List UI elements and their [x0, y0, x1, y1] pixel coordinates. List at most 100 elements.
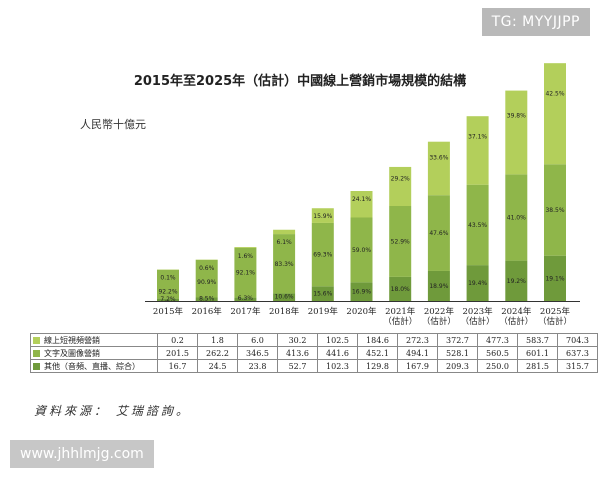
series-name: 其他（音頻、直播、綜合） [44, 361, 140, 371]
x-tick-label: 2016年 [192, 306, 223, 317]
bar-segment [195, 259, 218, 298]
x-tick-label: （估計） [461, 316, 495, 327]
table-cell: 601.1 [517, 346, 558, 360]
bar-segment [505, 174, 528, 261]
x-tick-label: 2017年 [230, 306, 261, 317]
bar-segment [234, 297, 257, 301]
percent-label: 7.2% [160, 296, 176, 303]
table-cell: 250.0 [477, 359, 518, 373]
x-tick-label: 2025年 [540, 306, 571, 317]
x-tick-label: （估計） [422, 316, 456, 327]
table-row: 其他（音頻、直播、綜合） 16.7 24.5 23.8 52.7 102.3 129.8 16… [30, 359, 598, 373]
table-cell: 129.8 [357, 359, 398, 373]
percent-label: 92.2% [158, 289, 177, 296]
table-cell: 528.1 [437, 346, 478, 360]
x-tick-label: 2023年 [463, 306, 494, 317]
table-cell: 16.7 [157, 359, 198, 373]
bar-segment [427, 270, 450, 301]
percent-label: 59.0% [352, 247, 371, 254]
bar-segment [505, 90, 528, 175]
table-cell: 583.7 [517, 333, 558, 347]
x-tick-label: 2018年 [269, 306, 300, 317]
percent-label: 6.3% [238, 295, 254, 302]
bar-segment [389, 166, 412, 207]
percent-label: 38.5% [545, 207, 564, 214]
percent-label: 15.9% [313, 213, 332, 220]
table-cell: 346.5 [237, 346, 278, 360]
percent-label: 10.6% [275, 294, 294, 301]
percent-label: 41.0% [507, 214, 526, 221]
percent-label: 18.0% [391, 286, 410, 293]
x-tick-label: 2020年 [346, 306, 377, 317]
tg-badge: TG: MYYJJPP [481, 8, 590, 36]
percent-label: 47.6% [429, 230, 448, 237]
table-cell: 281.5 [517, 359, 558, 373]
percent-label: 29.2% [391, 176, 410, 183]
percent-label: 19.4% [468, 280, 487, 287]
table-cell: 102.5 [317, 333, 358, 347]
series-legend-cell: 文字及圖像營銷 [30, 346, 158, 360]
percent-label: 69.3% [313, 252, 332, 259]
percent-label: 83.3% [275, 261, 294, 268]
table-row: 線上短視頻營銷 0.2 1.8 6.0 30.2 102.5 184.6 272.3 372.7… [30, 333, 598, 347]
table-cell: 52.7 [277, 359, 318, 373]
table-cell: 441.6 [317, 346, 358, 360]
table-cell: 704.3 [557, 333, 598, 347]
table-cell: 494.1 [397, 346, 438, 360]
bar-segment [311, 222, 334, 287]
table-cell: 209.3 [437, 359, 478, 373]
percent-label: 16.9% [352, 289, 371, 296]
x-tick-label: 2022年 [424, 306, 455, 317]
percent-label: 15.6% [313, 291, 332, 298]
bar-segment [544, 63, 566, 165]
bar-segment [311, 286, 334, 301]
bar-segment [427, 195, 450, 271]
series-legend-cell: 線上短視頻營銷 [30, 333, 158, 347]
bar-segment [350, 191, 373, 218]
table-cell: 372.7 [437, 333, 478, 347]
bar-segment [505, 260, 528, 301]
percent-label: 8.5% [199, 296, 215, 303]
x-tick-label: 2019年 [308, 306, 339, 317]
table-cell: 184.6 [357, 333, 398, 347]
bar-segment [157, 298, 179, 301]
bar-segment [273, 234, 296, 294]
bar-segment [389, 276, 412, 301]
data-table: 線上短視頻營銷 0.2 1.8 6.0 30.2 102.5 184.6 272.3 372.7… [30, 333, 598, 373]
table-cell: 6.0 [237, 333, 278, 347]
y-axis-unit-label: 人民幣十億元 [80, 118, 146, 131]
x-tick-label: （估計） [538, 316, 572, 327]
table-row: 文字及圖像營銷 201.5 262.2 346.5 413.6 441.6 452.1 494… [30, 346, 598, 360]
chart-title: 2015年至2025年（估計）中國線上營銷市場規模的結構 [133, 74, 467, 89]
percent-label: 1.6% [238, 253, 254, 260]
stacked-bar-chart: 7.2%92.2% 0.1% 2015年 8.5% 90.9% 0.6% 2016年 6.3%… [145, 63, 580, 327]
percent-label: 33.6% [429, 155, 448, 162]
table-cell: 24.5 [197, 359, 238, 373]
percent-label: 90.9% [197, 279, 216, 286]
percent-label: 37.1% [468, 134, 487, 141]
bar-segment [234, 247, 257, 298]
table-cell: 167.9 [397, 359, 438, 373]
percent-label: 52.9% [391, 238, 410, 245]
source-note: 資料來源： 艾瑞諮詢。 [34, 404, 191, 418]
bar-segment [389, 206, 412, 277]
percent-label: 6.1% [276, 239, 292, 246]
percent-label: 18.9% [429, 283, 448, 290]
bar-segment [427, 141, 450, 196]
bar-segment [544, 164, 566, 256]
percent-label: 0.6% [199, 265, 215, 272]
table-cell: 102.3 [317, 359, 358, 373]
table-cell: 1.8 [197, 333, 238, 347]
percent-label: 42.5% [545, 90, 564, 97]
bar-segment [466, 116, 489, 185]
table-cell: 272.3 [397, 333, 438, 347]
bar-segment [234, 247, 257, 248]
bar-segment [311, 208, 334, 223]
series-legend-cell: 其他（音頻、直播、綜合） [30, 359, 158, 373]
x-tick-label: （估計） [499, 316, 533, 327]
percent-label: 0.1% [160, 275, 176, 282]
bar-segment [544, 255, 566, 301]
bar-segment [273, 229, 296, 235]
bar-segment [157, 269, 179, 299]
x-tick-label: （估計） [383, 316, 417, 327]
